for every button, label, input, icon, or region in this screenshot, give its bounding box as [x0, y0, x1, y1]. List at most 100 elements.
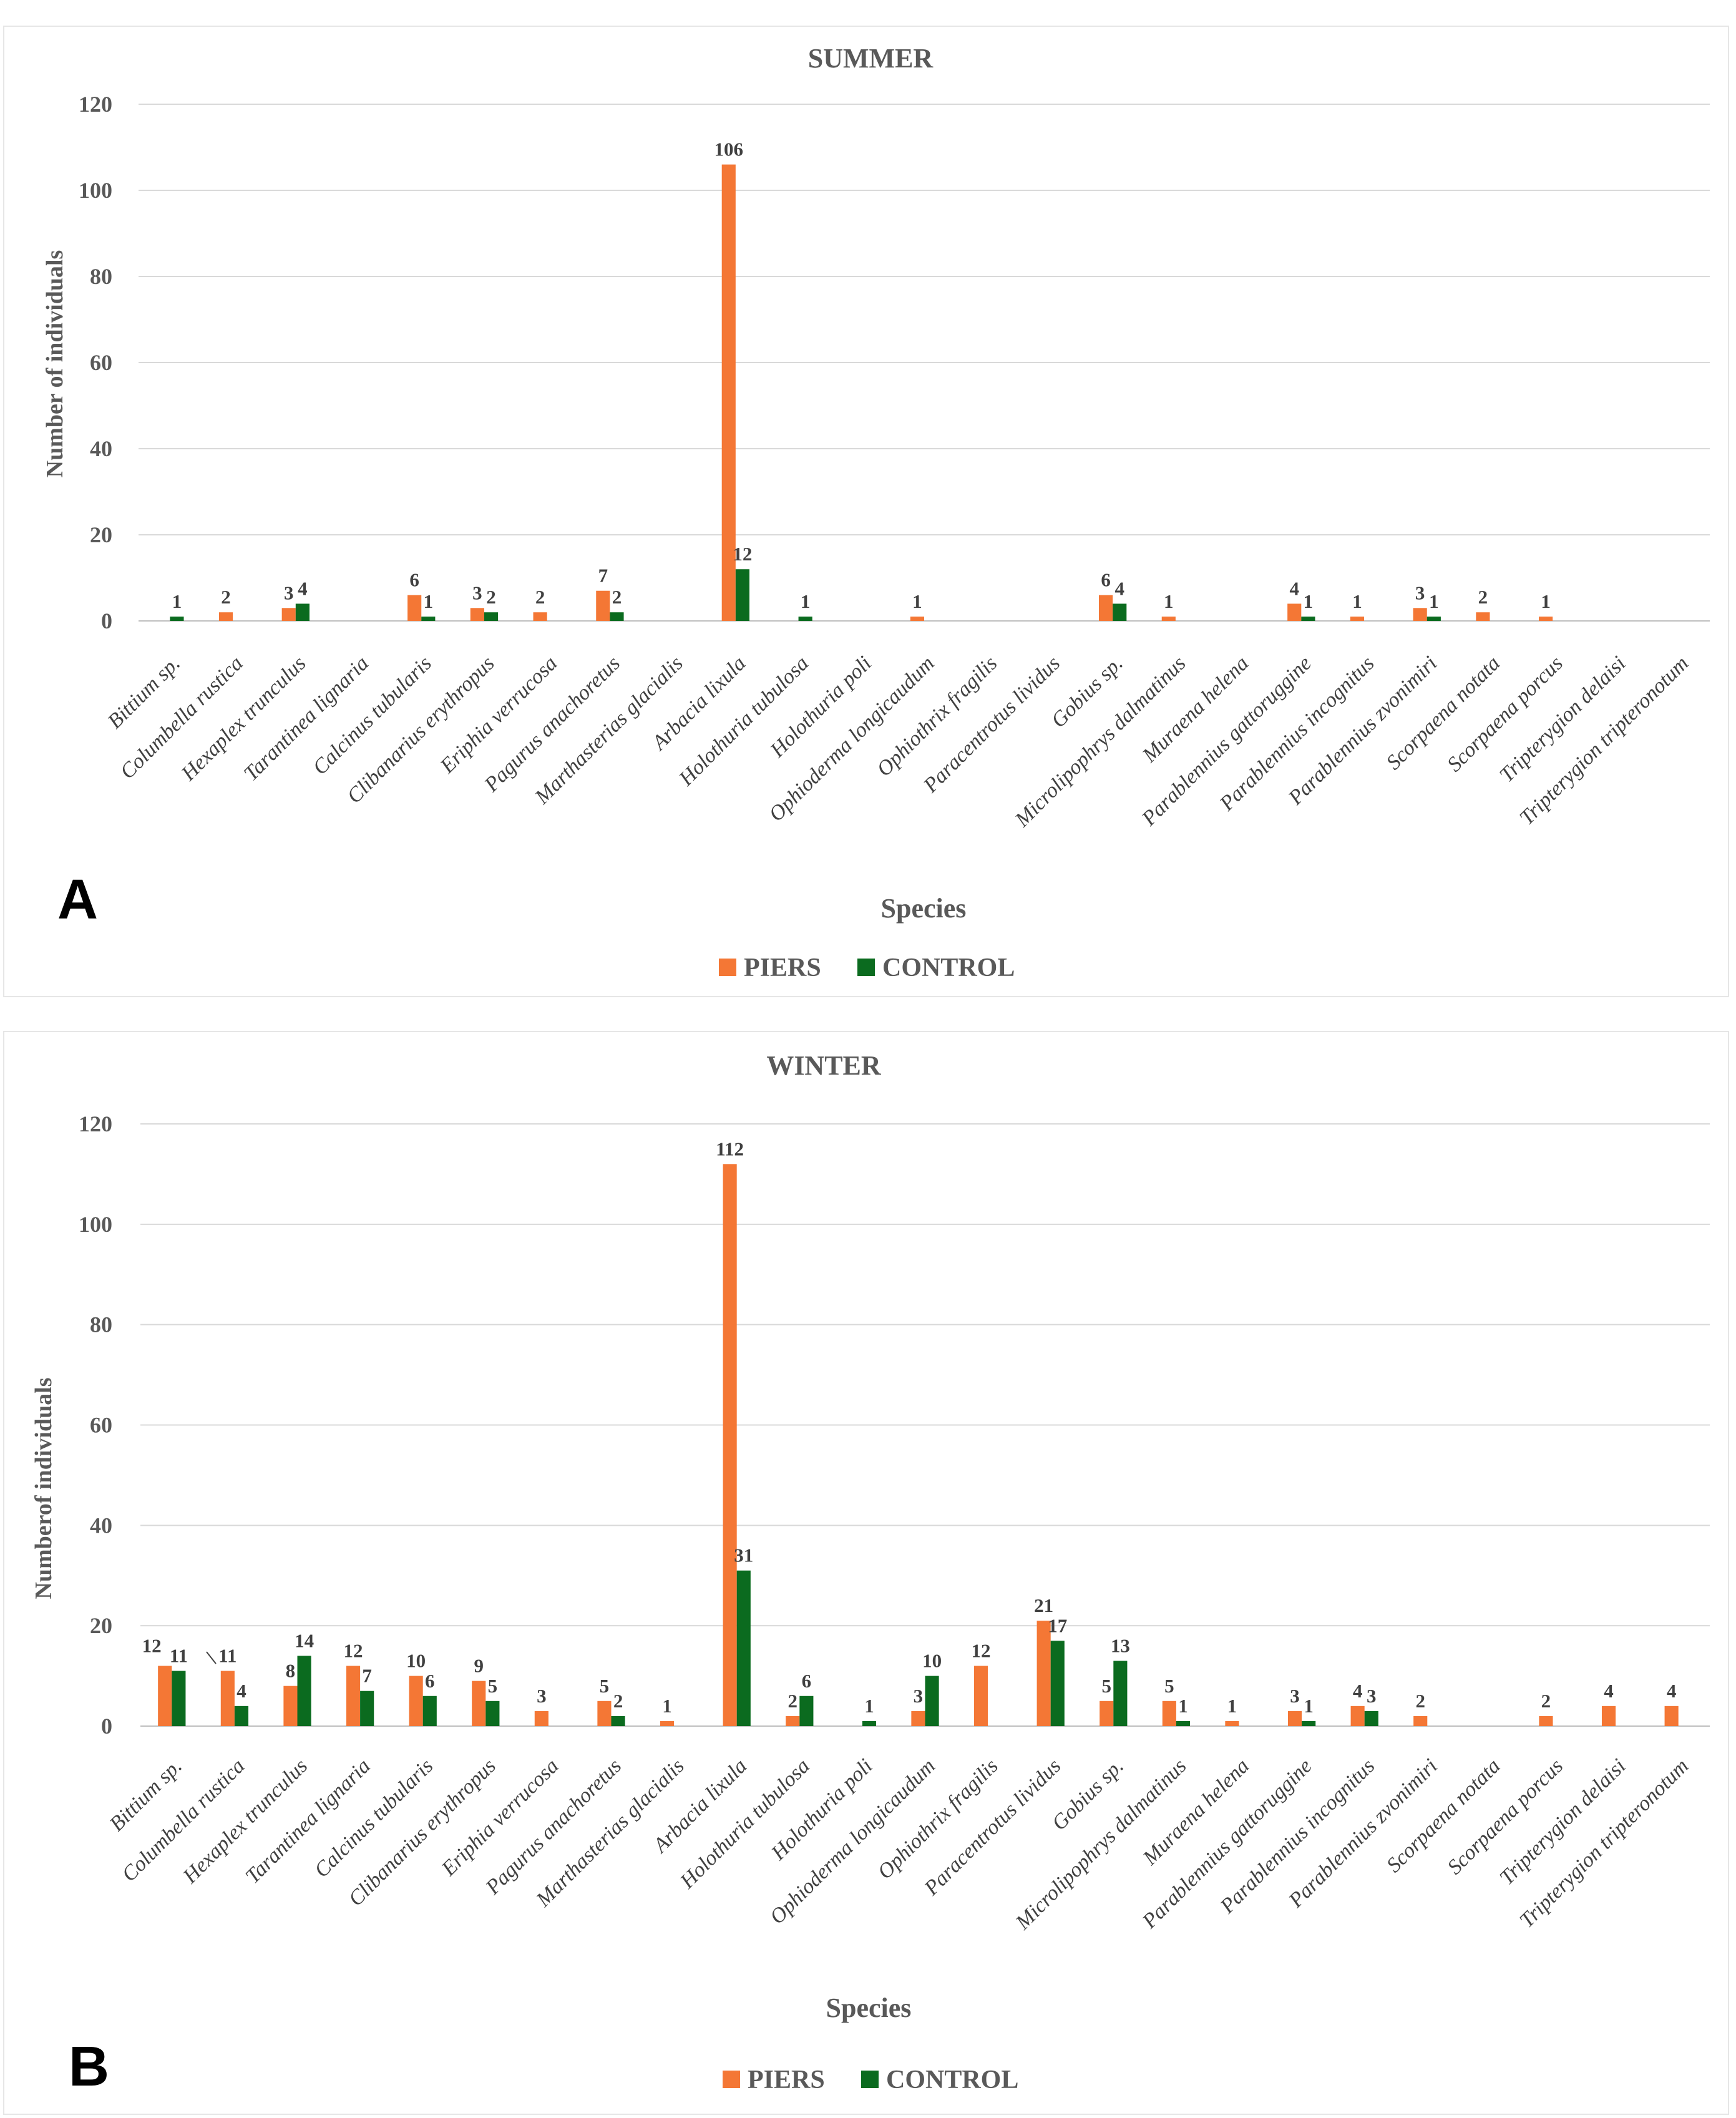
data-label: 1	[662, 1695, 672, 1717]
data-label: 3	[1415, 582, 1425, 603]
bar-piers	[1162, 1701, 1176, 1726]
data-label: 6	[409, 569, 419, 591]
bar-control	[736, 1570, 751, 1726]
data-label-leader-line	[206, 1651, 217, 1664]
bar-control	[360, 1691, 374, 1726]
data-label: 11	[218, 1645, 237, 1667]
data-label: 2	[1478, 586, 1488, 608]
bar-piers	[409, 1676, 423, 1726]
data-label: 12	[733, 543, 752, 565]
y-tick-label: 20	[90, 1613, 112, 1638]
data-label: 12	[344, 1640, 363, 1662]
y-tick-label: 0	[101, 608, 112, 633]
data-label: 1	[172, 590, 182, 612]
bar-piers	[786, 1715, 800, 1726]
data-label: 1	[864, 1695, 874, 1717]
bar-piers	[1539, 617, 1553, 621]
data-label: 2	[221, 586, 231, 608]
bar-piers	[597, 1701, 612, 1726]
bar-control	[1050, 1641, 1065, 1726]
data-label: 12	[972, 1640, 991, 1662]
bar-piers	[911, 1711, 925, 1726]
bar-piers	[1350, 617, 1365, 621]
bar-piers	[1413, 608, 1427, 621]
bar-control	[862, 1720, 877, 1726]
data-label: 4	[1289, 577, 1299, 599]
data-label: 4	[1353, 1680, 1363, 1702]
data-label: 3	[472, 582, 482, 603]
data-label: 5	[1101, 1675, 1111, 1697]
legend-swatch-control	[861, 2071, 879, 2088]
bar-piers	[1225, 1720, 1239, 1726]
data-label: 1	[1541, 590, 1551, 612]
y-axis-ticks: 0 20 40 60 80 100 120	[79, 1111, 112, 1739]
legend-label-control: CONTROL	[886, 2066, 1018, 2094]
data-label: 12	[142, 1635, 162, 1657]
bar-piers	[218, 612, 233, 621]
bar-control	[1302, 1720, 1316, 1726]
data-label: 21	[1034, 1594, 1053, 1616]
bar-control	[485, 1701, 500, 1726]
data-label: 7	[598, 565, 608, 587]
y-tick-label: 120	[79, 1111, 112, 1136]
data-label: 31	[734, 1545, 753, 1566]
data-label: 2	[612, 586, 622, 608]
bar-piers	[1664, 1706, 1679, 1726]
bar-control	[484, 612, 499, 621]
data-label: 112	[716, 1138, 744, 1159]
legend-label-piers: PIERS	[744, 954, 821, 982]
data-label: 4	[237, 1680, 246, 1702]
bar-piers	[533, 612, 547, 621]
y-tick-label: 80	[90, 1312, 112, 1337]
bar-piers	[1161, 617, 1176, 621]
legend-swatch-piers	[719, 959, 736, 976]
bar-control	[172, 1671, 186, 1726]
data-label: 1	[801, 590, 811, 612]
data-label: 2	[613, 1690, 623, 1712]
panel-letter-a: A	[57, 869, 98, 931]
bar-piers	[220, 1671, 235, 1726]
bar-control	[610, 612, 624, 621]
data-label: 1	[1178, 1695, 1188, 1717]
bar-control	[1301, 617, 1315, 621]
bar-piers	[1601, 1706, 1616, 1726]
legend: PIERS CONTROL	[723, 2066, 1018, 2094]
data-label: 6	[802, 1670, 812, 1692]
bar-piers	[1539, 1715, 1553, 1726]
bars	[170, 164, 1553, 622]
y-axis-title: Number of individuals	[42, 250, 68, 478]
data-label: 106	[714, 139, 744, 160]
data-label: 2	[788, 1690, 797, 1712]
y-tick-label: 20	[90, 522, 112, 547]
chart-area-border	[3, 1031, 1729, 2115]
y-tick-label: 40	[90, 436, 112, 461]
bar-piers	[973, 1666, 988, 1726]
data-label: 1	[1227, 1695, 1237, 1717]
y-axis-ticks: 0 20 40 60 80 100 120	[79, 92, 112, 633]
data-label: 3	[284, 582, 294, 603]
y-tick-label: 100	[79, 1212, 112, 1237]
bar-control	[735, 569, 749, 621]
bar-piers	[281, 608, 296, 621]
bar-control	[295, 603, 310, 621]
y-tick-label: 100	[79, 178, 112, 203]
data-label: 1	[1304, 590, 1314, 612]
bar-piers	[1287, 1711, 1302, 1726]
y-tick-label: 60	[90, 1413, 112, 1438]
bar-piers	[470, 608, 484, 621]
data-label: 9	[474, 1655, 484, 1677]
legend-swatch-piers	[723, 2071, 740, 2088]
data-label: 7	[362, 1665, 372, 1687]
y-tick-label: 0	[101, 1714, 112, 1739]
data-label: 2	[535, 586, 545, 608]
chart-title: WINTER	[766, 1050, 882, 1081]
legend-label-control: CONTROL	[882, 954, 1015, 982]
y-tick-label: 40	[90, 1513, 112, 1538]
bar-piers	[721, 164, 736, 622]
data-label: 6	[1101, 569, 1111, 591]
bar-control	[1176, 1720, 1191, 1726]
bar-piers	[1413, 1715, 1428, 1726]
